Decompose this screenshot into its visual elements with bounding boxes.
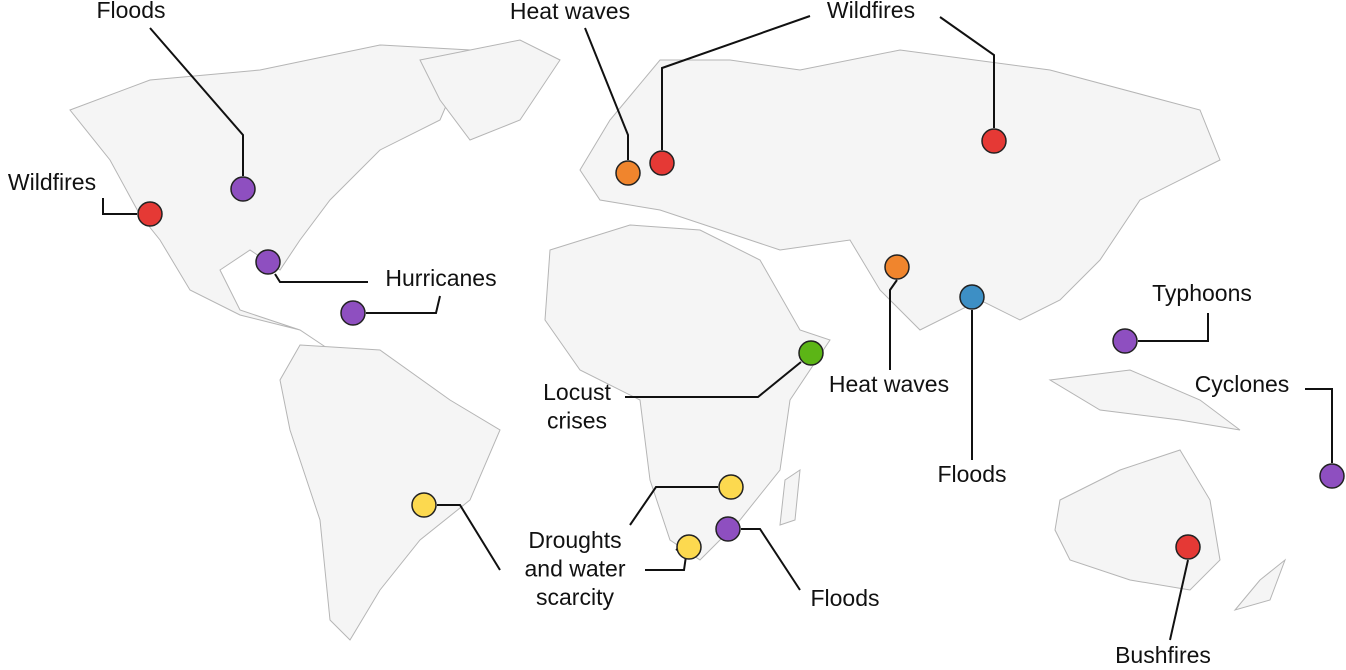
leader-line: [102, 198, 137, 215]
event-dot: [340, 300, 366, 326]
event-label: Wildfires: [827, 0, 915, 23]
leader-line: [437, 504, 501, 571]
event-label: Bushfires: [1115, 642, 1211, 668]
event-dot: [1319, 463, 1345, 489]
leader-line: [366, 295, 441, 314]
new-zealand: [1233, 558, 1287, 611]
event-label: Hurricanes: [385, 265, 496, 291]
leader-line: [274, 273, 368, 283]
marker-group: Floods: [937, 284, 1007, 487]
marker-group: Hurricanes: [255, 249, 497, 326]
event-dot: [137, 201, 163, 227]
event-dot: [884, 254, 910, 280]
australia: [1054, 449, 1221, 591]
event-label: and water: [524, 556, 625, 582]
marker-group: Floods: [96, 0, 256, 202]
marker-group: Heat waves: [510, 0, 641, 186]
event-dot: [676, 534, 702, 560]
event-dot: [1112, 328, 1138, 354]
leader-line: [629, 486, 718, 526]
leader-line: [741, 528, 801, 591]
event-dot: [615, 160, 641, 186]
marker-group: Locust crises: [543, 340, 824, 434]
europe-asia: [579, 49, 1221, 331]
event-label: Floods: [810, 585, 879, 611]
event-label: Droughts: [528, 527, 621, 553]
leader-line: [1138, 313, 1209, 342]
event-dot: [798, 340, 824, 366]
marker-group: Cyclones: [1195, 371, 1345, 489]
event-label: Floods: [96, 0, 165, 23]
north-america: [69, 44, 471, 351]
marker-group: Bushfires: [1115, 534, 1211, 668]
madagascar: [779, 468, 801, 526]
event-label: Floods: [937, 461, 1006, 487]
leader-line: [584, 27, 629, 160]
event-dot: [718, 474, 744, 500]
leader-line: [149, 27, 244, 176]
marker-group: Floods: [715, 516, 880, 611]
southeast-asia: [1048, 369, 1241, 431]
leader-line: [661, 15, 811, 150]
leader-line: [1305, 388, 1333, 463]
leader-line: [625, 361, 802, 398]
event-dot: [981, 128, 1007, 154]
markers: Floods Wildfires Hurricanes Heat waves Wildf…: [8, 0, 1345, 668]
leader-line: [939, 16, 995, 128]
event-label: Heat waves: [829, 371, 949, 397]
event-dot: [715, 516, 741, 542]
africa: [544, 224, 831, 561]
leader-line: [889, 279, 898, 370]
event-dot: [255, 249, 281, 275]
greenland: [419, 39, 561, 141]
marker-group: Typhoons: [1112, 280, 1252, 354]
event-label: crises: [547, 408, 607, 434]
event-dot: [959, 284, 985, 310]
event-label: Heat waves: [510, 0, 630, 24]
event-label: Wildfires: [8, 169, 96, 195]
leader-line: [1169, 559, 1189, 641]
event-dot: [230, 176, 256, 202]
marker-group: Heat waves: [829, 254, 949, 397]
event-dot: [1175, 534, 1201, 560]
event-dot: [411, 492, 437, 518]
event-label: Typhoons: [1152, 280, 1252, 306]
event-label: Cyclones: [1195, 371, 1290, 397]
event-dot: [649, 150, 675, 176]
south-america: [279, 344, 501, 641]
marker-group: Wildfires: [649, 0, 1007, 176]
marker-group: Wildfires: [8, 169, 163, 227]
event-label: scarcity: [536, 584, 614, 610]
event-label: Locust: [543, 379, 611, 405]
